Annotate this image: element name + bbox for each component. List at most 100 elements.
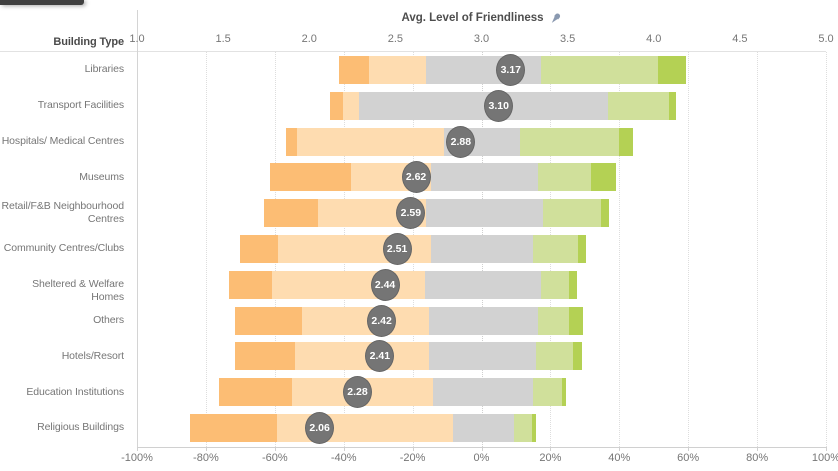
bar-segment-rating-5-strong-positive[interactable] xyxy=(561,378,566,407)
bar-segment-rating-3-neutral[interactable] xyxy=(358,91,608,120)
bar-segment-rating-1-strong-negative[interactable] xyxy=(229,270,273,299)
bar-segment-rating-4-positive[interactable] xyxy=(537,306,569,335)
bar-segment-rating-5-strong-positive[interactable] xyxy=(601,199,609,228)
row-label[interactable]: Hospitals/ Medical Centres xyxy=(0,135,124,148)
bar-segment-rating-4-positive[interactable] xyxy=(540,270,569,299)
avg-value-circle[interactable]: 2.06 xyxy=(305,411,335,444)
bar-segment-rating-3-neutral[interactable] xyxy=(430,234,534,263)
avg-value-circle[interactable]: 2.88 xyxy=(446,125,476,158)
bar-segment-rating-1-strong-negative[interactable] xyxy=(190,413,278,442)
bottom-tick-label: -100% xyxy=(121,452,153,464)
bar-segment-rating-1-strong-negative[interactable] xyxy=(234,306,302,335)
bar-segment-rating-1-strong-negative[interactable] xyxy=(330,91,343,120)
bar-segment-rating-3-neutral[interactable] xyxy=(429,306,538,335)
avg-value-circle[interactable]: 2.51 xyxy=(382,232,412,265)
bar-segment-rating-2-negative[interactable] xyxy=(272,270,425,299)
top-tick-label: 2.5 xyxy=(387,33,404,45)
bar-segment-rating-1-strong-negative[interactable] xyxy=(234,342,295,371)
row-label-line: Community Centres/Clubs xyxy=(3,242,124,255)
window-tab-remnant xyxy=(0,0,84,5)
bottom-tick-label: 60% xyxy=(677,452,700,464)
row-label[interactable]: Transport Facilities xyxy=(0,99,124,112)
bar-segment-rating-4-positive[interactable] xyxy=(543,199,602,228)
bar-segment-rating-5-strong-positive[interactable] xyxy=(531,413,536,442)
bottom-tick-mark xyxy=(757,447,759,451)
bottom-tick-label: 40% xyxy=(608,452,631,464)
bar-segment-rating-4-positive[interactable] xyxy=(540,55,658,84)
bar-segment-rating-4-positive[interactable] xyxy=(537,163,592,192)
bar-segment-rating-2-negative[interactable] xyxy=(297,127,445,156)
bar-segment-rating-4-positive[interactable] xyxy=(519,127,619,156)
bar-segment-rating-3-neutral[interactable] xyxy=(433,378,534,407)
bar-segment-rating-5-strong-positive[interactable] xyxy=(577,234,586,263)
avg-value-circle[interactable]: 2.28 xyxy=(342,376,372,409)
bar-segment-rating-4-positive[interactable] xyxy=(533,234,578,263)
bar-segment-rating-1-strong-negative[interactable] xyxy=(286,127,298,156)
bar-segment-rating-1-strong-negative[interactable] xyxy=(239,234,279,263)
bar-segment-rating-1-strong-negative[interactable] xyxy=(263,199,319,228)
top-tick-label: 2.0 xyxy=(301,33,317,45)
bar-segment-rating-1-strong-negative[interactable] xyxy=(339,55,369,84)
row-label-line: Hospitals/ Medical Centres xyxy=(1,135,124,147)
bar-segment-rating-5-strong-positive[interactable] xyxy=(657,55,687,84)
bottom-tick-label: -40% xyxy=(330,452,357,464)
row-label[interactable]: Others xyxy=(0,314,124,327)
bottom-tick-mark xyxy=(274,447,276,451)
bar-segment-rating-2-negative[interactable] xyxy=(368,55,427,84)
bar-segment-rating-4-positive[interactable] xyxy=(607,91,669,120)
gridline-40% xyxy=(619,52,621,447)
bottom-tick-mark xyxy=(550,447,552,451)
avg-value-circle[interactable]: 2.44 xyxy=(370,268,400,301)
bottom-tick-label: 20% xyxy=(539,452,562,464)
row-label-line: Religious Buildings xyxy=(37,421,124,434)
bar-segment-rating-1-strong-negative[interactable] xyxy=(270,163,351,192)
bar-segment-rating-1-strong-negative[interactable] xyxy=(219,378,292,407)
bar-segment-rating-3-neutral[interactable] xyxy=(425,270,541,299)
row-label[interactable]: Libraries xyxy=(0,63,124,76)
bar-segment-rating-2-negative[interactable] xyxy=(277,413,454,442)
row-label[interactable]: Religious Buildings xyxy=(0,421,124,434)
row-label-line: Transport Facilities xyxy=(37,99,124,112)
avg-value-circle[interactable]: 3.17 xyxy=(496,53,526,86)
bar-segment-rating-5-strong-positive[interactable] xyxy=(591,163,616,192)
pin-icon[interactable] xyxy=(549,12,562,25)
left-axis-line xyxy=(137,10,138,447)
bar-segment-rating-3-neutral[interactable] xyxy=(426,199,544,228)
bar-segment-rating-5-strong-positive[interactable] xyxy=(573,342,583,371)
bar-segment-rating-2-negative[interactable] xyxy=(294,342,430,371)
bar-segment-rating-4-positive[interactable] xyxy=(514,413,532,442)
header-divider-line xyxy=(0,51,826,52)
bar-segment-rating-5-strong-positive[interactable] xyxy=(668,91,677,120)
bar-segment-rating-2-negative[interactable] xyxy=(301,306,430,335)
row-label-line: Hotels/Resort xyxy=(61,349,124,362)
bar-segment-rating-3-neutral[interactable] xyxy=(429,342,537,371)
row-label-line: Sheltered & Welfare Homes xyxy=(32,278,124,304)
bar-segment-rating-4-positive[interactable] xyxy=(536,342,574,371)
avg-value-circle[interactable]: 2.42 xyxy=(367,304,397,337)
avg-value-circle[interactable]: 2.41 xyxy=(365,340,395,373)
bar-segment-rating-5-strong-positive[interactable] xyxy=(618,127,634,156)
bottom-tick-label: -60% xyxy=(261,452,288,464)
bar-segment-rating-4-positive[interactable] xyxy=(533,378,562,407)
bottom-tick-mark xyxy=(205,447,207,451)
row-label[interactable]: Museums xyxy=(0,171,124,184)
row-label[interactable]: Community Centres/Clubs xyxy=(0,242,124,255)
avg-value-circle[interactable]: 2.59 xyxy=(396,197,426,230)
bar-segment-rating-5-strong-positive[interactable] xyxy=(569,306,584,335)
row-label[interactable]: Education Institutions xyxy=(0,386,124,399)
row-label[interactable]: Sheltered & Welfare Homes xyxy=(0,278,124,304)
bottom-tick-label: -80% xyxy=(193,452,219,464)
row-label[interactable]: Hotels/Resort xyxy=(0,350,124,363)
bar-segment-rating-3-neutral[interactable] xyxy=(430,163,538,192)
row-header-building-type: Building Type xyxy=(53,36,124,48)
row-label-line: Libraries xyxy=(84,63,124,76)
bar-segment-rating-2-negative[interactable] xyxy=(342,91,359,120)
gridline-80% xyxy=(757,52,759,447)
row-label[interactable]: Retail/F&B Neighbourhood Centres xyxy=(0,200,124,226)
avg-value-circle[interactable]: 2.62 xyxy=(401,161,431,194)
bar-segment-rating-5-strong-positive[interactable] xyxy=(569,270,577,299)
bottom-tick-mark xyxy=(412,447,414,451)
bar-segment-rating-3-neutral[interactable] xyxy=(453,413,515,442)
avg-value-circle[interactable]: 3.10 xyxy=(484,89,514,122)
